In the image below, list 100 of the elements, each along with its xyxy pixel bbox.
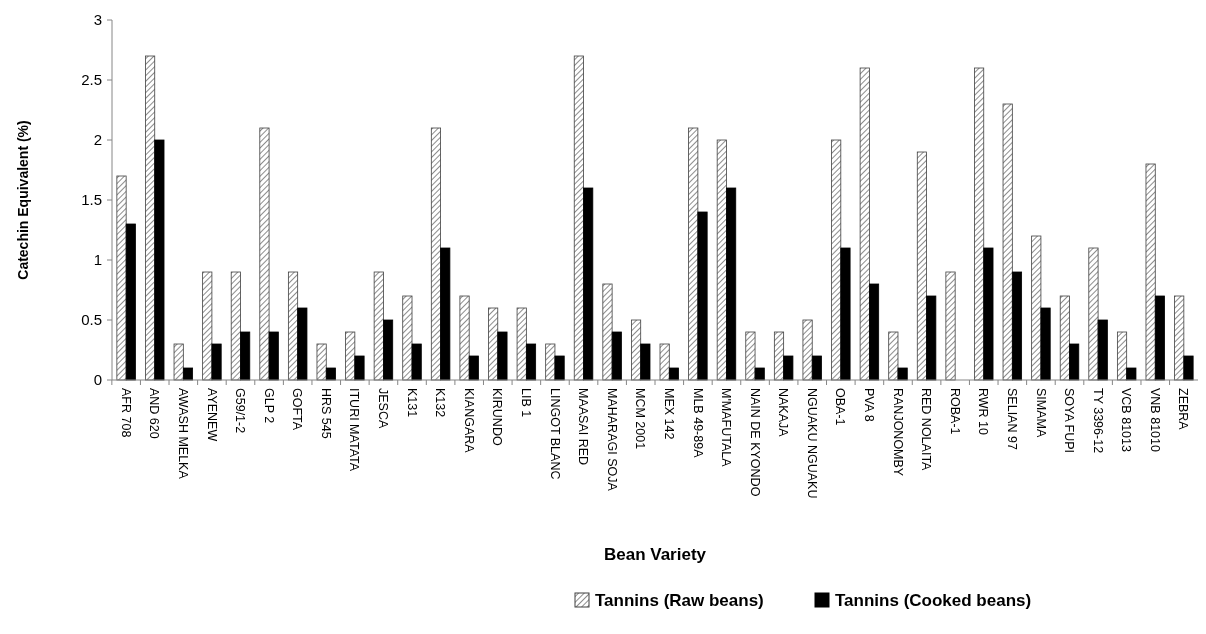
bar: [802, 319, 813, 381]
bar: [840, 247, 851, 381]
bar: [402, 295, 413, 381]
x-tick-label: NAIN DE KYONDO: [747, 388, 762, 497]
bar: [716, 139, 727, 381]
x-tick-label: MCM 2001: [633, 388, 648, 450]
y-tick-label: 0.5: [81, 311, 102, 329]
bar: [354, 355, 365, 381]
bar: [1002, 103, 1013, 381]
bar: [345, 331, 356, 381]
x-tick-label: SELIAN 97: [1004, 388, 1019, 450]
bar: [497, 331, 508, 381]
legend-label: Tannins (Raw beans): [595, 590, 764, 610]
x-tick-label: ITURI MATATA: [347, 388, 362, 472]
bar: [783, 355, 794, 381]
x-tick-label: LINGOT BLANC: [547, 388, 562, 480]
x-tick-label: MAASAI RED: [576, 388, 591, 466]
x-tick-label: NAKAJA: [776, 388, 791, 438]
bar: [1097, 319, 1108, 381]
bar: [573, 55, 584, 381]
bar: [383, 319, 394, 381]
bar: [1031, 235, 1042, 381]
bar: [1145, 163, 1156, 381]
x-tick-label: MLB 49-89A: [690, 388, 705, 459]
bar: [525, 343, 537, 381]
x-tick-label: K132: [433, 388, 448, 418]
bar: [697, 211, 708, 381]
bar: [1174, 295, 1185, 381]
bar: [411, 343, 422, 381]
x-tick-label: GLP 2: [261, 388, 276, 424]
bar: [373, 271, 384, 381]
bar: [983, 247, 994, 381]
bar: [659, 343, 670, 381]
y-axis-title: Catechin Equivalent (%): [15, 120, 31, 280]
x-tick-label: VCB 81013: [1119, 388, 1134, 452]
x-tick-label: NGUAKU NGUAKU: [804, 388, 819, 499]
x-tick-label: AWASH MELKA: [175, 388, 190, 480]
bar: [325, 367, 336, 381]
bar: [974, 67, 985, 381]
bar: [173, 343, 184, 381]
bar: [726, 187, 737, 381]
x-tick-label: MEX 142: [661, 388, 676, 440]
bar: [1059, 295, 1070, 381]
bar: [116, 175, 127, 381]
bar: [668, 367, 679, 381]
x-tick-label: AFR 708: [118, 388, 133, 438]
x-tick-label: KIRUNDO: [490, 388, 505, 446]
x-tick-label: SOYA FUPI: [1062, 388, 1077, 454]
bar: [459, 295, 470, 381]
x-tick-label: RANJONOMBY: [890, 388, 905, 477]
bar: [897, 367, 908, 381]
y-tick-label: 3: [93, 11, 102, 29]
y-tick-label: 2.5: [81, 71, 102, 89]
bar: [1126, 367, 1137, 381]
x-tick-label: AYENEW: [204, 388, 219, 442]
x-tick-label: AND 620: [147, 388, 162, 439]
bar: [945, 271, 956, 381]
bar: [869, 283, 880, 381]
bar: [440, 247, 451, 381]
x-tick-label: MAHARAGI SOJA: [604, 388, 619, 492]
bar: [754, 367, 765, 381]
y-tick-label: 0: [93, 371, 102, 389]
bar: [182, 367, 194, 381]
x-tick-label: OBA-1: [833, 388, 848, 426]
bar: [316, 343, 327, 381]
x-tick-label: RWR 10: [976, 388, 991, 436]
bar: [916, 151, 927, 381]
bar: [468, 355, 479, 381]
bar: [1183, 355, 1194, 381]
x-tick-label: ZEBRA: [1176, 388, 1191, 431]
bar: [1040, 307, 1051, 381]
bar: [268, 331, 279, 381]
bar: [688, 127, 699, 381]
x-tick-label: RED NOLAITA: [919, 388, 934, 472]
bar: [545, 343, 556, 381]
bar: [773, 331, 785, 381]
bar: [154, 139, 165, 381]
bar: [602, 283, 613, 381]
bar: [631, 319, 642, 381]
x-tick-label: TY 3396-12: [1090, 388, 1105, 454]
bar: [745, 331, 756, 381]
bar: [488, 307, 499, 381]
x-tick-label: PVA 8: [862, 388, 877, 422]
bar: [230, 271, 241, 381]
x-tick-label: HRS 545: [318, 388, 333, 439]
y-tick-label: 1.5: [81, 191, 102, 209]
bar: [640, 343, 651, 381]
x-tick-label: VNB 81010: [1147, 388, 1162, 452]
x-tick-label: KIANGARA: [461, 388, 476, 454]
x-tick-label: G59/1-2: [233, 388, 248, 434]
bar: [1088, 247, 1099, 381]
bar: [516, 307, 527, 381]
bar: [1116, 331, 1128, 381]
x-tick-label: M'MAFUTALA: [719, 388, 734, 468]
bar: [125, 223, 136, 381]
bar: [287, 271, 299, 381]
bar: [926, 295, 937, 381]
x-tick-label: GOFTA: [290, 388, 305, 431]
bar: [145, 55, 156, 381]
bar: [240, 331, 251, 381]
